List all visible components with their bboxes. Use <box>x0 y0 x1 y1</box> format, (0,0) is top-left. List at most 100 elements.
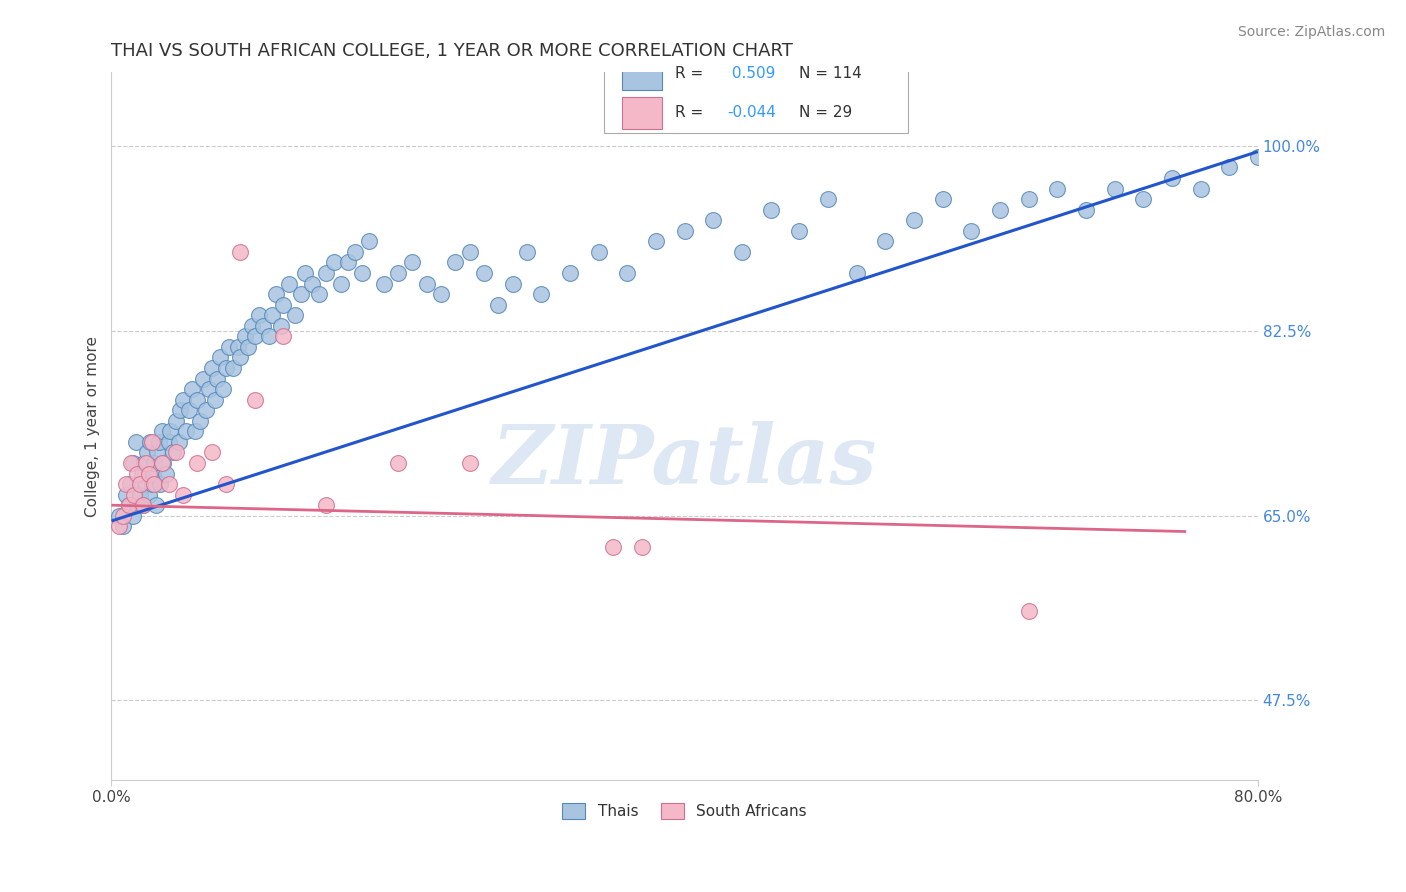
Point <box>111 508 134 523</box>
Point <box>117 498 139 512</box>
Point <box>209 351 232 365</box>
Point <box>988 202 1011 217</box>
FancyBboxPatch shape <box>621 58 662 89</box>
Point <box>236 340 259 354</box>
Point <box>174 425 197 439</box>
Text: -0.044: -0.044 <box>727 105 776 120</box>
Point <box>177 403 200 417</box>
Point <box>645 235 668 249</box>
Point <box>759 202 782 217</box>
Point <box>188 414 211 428</box>
Text: THAI VS SOUTH AFRICAN COLLEGE, 1 YEAR OR MORE CORRELATION CHART: THAI VS SOUTH AFRICAN COLLEGE, 1 YEAR OR… <box>111 42 793 60</box>
Point <box>107 508 129 523</box>
Point <box>207 371 229 385</box>
Point <box>486 298 509 312</box>
Point <box>352 266 374 280</box>
Point <box>146 445 169 459</box>
Point <box>294 266 316 280</box>
Point <box>157 434 180 449</box>
Point <box>145 498 167 512</box>
Point <box>165 445 187 459</box>
Point <box>183 425 205 439</box>
Point <box>301 277 323 291</box>
Point <box>278 277 301 291</box>
Point <box>152 456 174 470</box>
Point <box>1132 192 1154 206</box>
Point <box>138 467 160 481</box>
Point <box>127 467 149 481</box>
Text: R =: R = <box>675 105 704 120</box>
Point <box>731 244 754 259</box>
Point <box>149 477 172 491</box>
Point <box>165 414 187 428</box>
Point <box>260 308 283 322</box>
Point <box>875 235 897 249</box>
Point <box>387 266 409 280</box>
Point <box>162 445 184 459</box>
Point <box>212 382 235 396</box>
Point <box>430 287 453 301</box>
Point <box>150 456 173 470</box>
Point <box>444 255 467 269</box>
FancyBboxPatch shape <box>605 44 908 133</box>
Point <box>702 213 724 227</box>
Point <box>134 456 156 470</box>
Point <box>290 287 312 301</box>
Point <box>401 255 423 269</box>
Point <box>315 266 337 280</box>
Point <box>252 318 274 333</box>
Point <box>673 224 696 238</box>
Point <box>516 244 538 259</box>
Point <box>186 456 208 470</box>
Point <box>124 488 146 502</box>
Point <box>201 361 224 376</box>
Point <box>136 445 159 459</box>
Point <box>215 477 238 491</box>
Point <box>243 392 266 407</box>
Point <box>129 488 152 502</box>
Point <box>141 477 163 491</box>
Point <box>787 224 810 238</box>
Point <box>186 392 208 407</box>
Point <box>141 434 163 449</box>
Point <box>138 488 160 502</box>
Text: N = 114: N = 114 <box>799 66 862 81</box>
Point <box>257 329 280 343</box>
Text: Source: ZipAtlas.com: Source: ZipAtlas.com <box>1237 25 1385 39</box>
Point <box>204 392 226 407</box>
Point <box>247 308 270 322</box>
Point <box>107 519 129 533</box>
Point <box>127 498 149 512</box>
Point <box>118 477 141 491</box>
Point <box>157 477 180 491</box>
Point <box>114 477 136 491</box>
Point <box>132 498 155 512</box>
Point <box>125 434 148 449</box>
Point <box>502 277 524 291</box>
Point <box>472 266 495 280</box>
Point <box>167 434 190 449</box>
Point <box>1189 181 1212 195</box>
Point <box>817 192 839 206</box>
Point <box>458 456 481 470</box>
Point <box>148 434 170 449</box>
Point <box>273 298 295 312</box>
Point <box>458 244 481 259</box>
Point <box>198 382 221 396</box>
Point <box>169 403 191 417</box>
Point <box>122 456 145 470</box>
Point <box>1218 161 1240 175</box>
Text: ZIPatlas: ZIPatlas <box>492 421 877 501</box>
Point <box>117 498 139 512</box>
Point <box>129 477 152 491</box>
Point <box>270 318 292 333</box>
Point <box>1018 192 1040 206</box>
Point <box>373 277 395 291</box>
Point <box>131 467 153 481</box>
Point <box>264 287 287 301</box>
Text: 0.509: 0.509 <box>727 66 776 81</box>
Point <box>1104 181 1126 195</box>
Point <box>1074 202 1097 217</box>
Text: R =: R = <box>675 66 704 81</box>
Point <box>135 477 157 491</box>
